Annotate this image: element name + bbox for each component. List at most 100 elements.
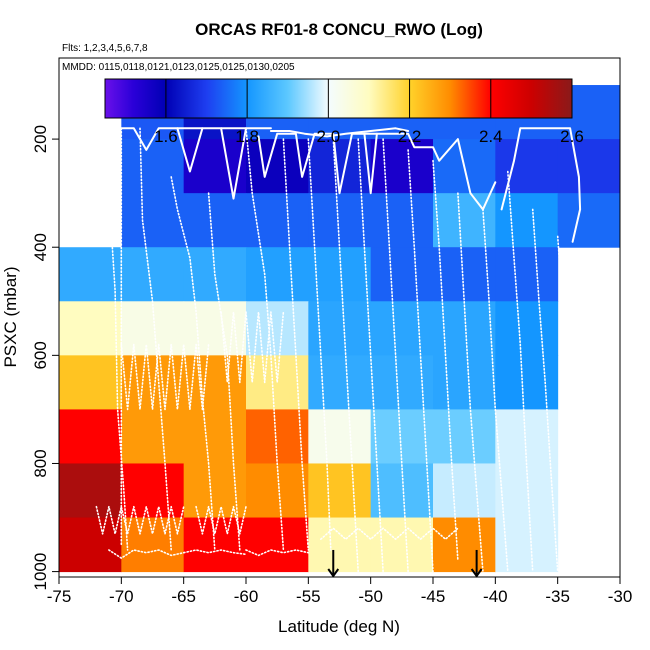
- chart-title: ORCAS RF01-8 CONCU_RWO (Log): [195, 20, 483, 39]
- x-axis: -75 -70 -65 -60 -55 -50 -45 -40 -35 -30: [47, 577, 633, 606]
- heatmap-cell: [495, 193, 559, 248]
- heatmap-cell: [59, 463, 122, 519]
- heatmap-cell: [246, 139, 309, 194]
- x-tick-label: -50: [358, 587, 383, 606]
- flight-track: [307, 138, 332, 551]
- flight-track: [108, 192, 129, 551]
- heatmap-cell: [121, 193, 185, 248]
- heatmap-cell: [246, 463, 309, 519]
- flight-track: [170, 176, 216, 551]
- heatmap-cell: [121, 463, 185, 519]
- heatmap-cell: [495, 463, 559, 519]
- arrow-head: [470, 568, 483, 578]
- flight-track: [319, 527, 459, 541]
- flight-track: [139, 127, 172, 551]
- heatmap-cell: [433, 517, 496, 573]
- heatmap-cell: [495, 355, 559, 410]
- colorbar-tick-label: 2.4: [479, 127, 503, 146]
- heatmap-cell: [370, 193, 434, 248]
- flight-track: [195, 505, 247, 535]
- heatmap-cell: [433, 355, 496, 410]
- heatmap-cell: [495, 247, 559, 302]
- heatmap-cell: [246, 301, 309, 356]
- flight-track: [432, 159, 459, 562]
- heatmap-cell: [308, 139, 372, 194]
- flight-track: [363, 132, 378, 195]
- x-tick-label: -45: [421, 587, 446, 606]
- x-tick-label: -60: [234, 587, 259, 606]
- colorbar: 1.6 1.8 2.0 2.2 2.4 2.6: [104, 78, 584, 146]
- heatmap-cell: [495, 301, 559, 356]
- flight-track: [506, 170, 534, 573]
- heatmap-cell: [59, 247, 122, 302]
- colorbar-tick-label: 2.0: [317, 127, 341, 146]
- flight-track: [282, 138, 310, 551]
- flight-track: [220, 311, 285, 384]
- heatmap-cell: [183, 193, 247, 248]
- heatmap-cell: [121, 517, 185, 573]
- flight-track: [332, 138, 360, 573]
- x-axis-label: Latitude (deg N): [278, 617, 400, 636]
- colorbar-tick-label: 1.6: [154, 127, 178, 146]
- colorbar-tick-label: 2.6: [560, 127, 584, 146]
- y-tick-label: 1000: [31, 553, 50, 591]
- heatmap-cell: [370, 355, 434, 410]
- heatmap-cell: [370, 247, 434, 302]
- heatmap-cell: [246, 247, 309, 302]
- plot-frame: [58, 57, 621, 578]
- heatmap-cell: [246, 193, 309, 248]
- flight-track: [407, 149, 434, 573]
- heatmap-cell: [121, 247, 185, 302]
- heatmap-cells: [59, 85, 621, 573]
- heatmap-cell: [308, 463, 372, 519]
- heatmap-cell: [121, 301, 185, 356]
- heatmap-cell: [59, 301, 122, 356]
- colorbar-tick-label: 2.2: [398, 127, 422, 146]
- heatmap-cell: [59, 409, 122, 464]
- colorbar-ramp: [104, 78, 573, 119]
- flight-track: [245, 127, 285, 551]
- colorbar-tick-label: 1.8: [235, 127, 259, 146]
- flight-track: [457, 192, 484, 573]
- heatmap-cell: [59, 355, 122, 410]
- x-tick-label: -65: [171, 587, 196, 606]
- flight-track: [110, 127, 272, 151]
- y-axis: 200 400 600 800 1000: [31, 125, 59, 591]
- flight-track: [556, 235, 571, 411]
- flight-track: [269, 127, 410, 138]
- heatmap-cell: [495, 139, 559, 194]
- flight-track: [382, 138, 409, 573]
- flight-track: [207, 192, 241, 551]
- heatmap-cell: [370, 301, 434, 356]
- heatmap-cell: [183, 301, 247, 356]
- x-tick-label: -30: [608, 587, 633, 606]
- heatmap-cell: [433, 409, 496, 464]
- flight-track: [120, 343, 210, 411]
- y-axis-label: PSXC (mbar): [1, 266, 20, 367]
- flight-track: [357, 138, 384, 573]
- heatmap-cell: [59, 517, 122, 573]
- flight-track: [95, 505, 185, 535]
- heatmap-cell: [433, 463, 496, 519]
- flight-tracks: [95, 127, 582, 573]
- flights-subtitle: Flts: 1,2,3,4,5,6,7,8: [62, 43, 148, 54]
- flight-track: [220, 127, 247, 200]
- y-tick-label: 800: [31, 449, 50, 477]
- dates-subtitle: MMDD: 0115,0118,0121,0123,0125,0125,0130…: [62, 62, 295, 73]
- flight-track: [108, 549, 247, 559]
- heatmap-cell: [121, 409, 185, 464]
- heatmap-cell: [308, 409, 372, 464]
- y-tick-label: 200: [31, 125, 50, 153]
- flight-track: [531, 208, 559, 573]
- flight-track: [482, 208, 509, 573]
- heatmap-cell: [183, 139, 247, 194]
- flight-track: [500, 127, 582, 243]
- x-tick-label: -75: [47, 587, 72, 606]
- heatmap-cell: [308, 517, 372, 573]
- flight-track: [245, 549, 310, 557]
- heatmap-cell: [495, 409, 559, 464]
- y-tick-label: 600: [31, 341, 50, 369]
- heatmap-cell: [183, 409, 247, 464]
- heatmap-cell: [246, 517, 309, 573]
